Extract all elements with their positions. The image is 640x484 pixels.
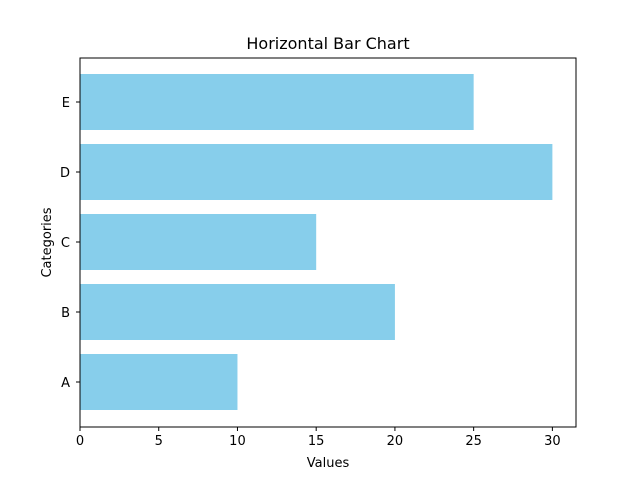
y-tick-label: D <box>60 166 70 181</box>
bar-B <box>80 284 395 340</box>
bars-layer <box>80 74 553 410</box>
bar-E <box>80 74 474 130</box>
bar-D <box>80 144 553 200</box>
y-axis-label: Categories <box>40 207 55 277</box>
bar-C <box>80 214 317 270</box>
x-tick-label: 25 <box>465 434 482 449</box>
chart-title: Horizontal Bar Chart <box>246 34 409 53</box>
x-tick-label: 0 <box>76 434 84 449</box>
y-tick-label: B <box>61 306 70 321</box>
y-tick-label: A <box>61 376 70 391</box>
x-tick-label: 10 <box>229 434 246 449</box>
y-tick-label: E <box>62 96 70 111</box>
y-tick-label: C <box>61 236 70 251</box>
x-tick-label: 15 <box>308 434 325 449</box>
x-axis-label: Values <box>307 456 350 471</box>
x-tick-label: 5 <box>155 434 163 449</box>
bar-A <box>80 354 238 410</box>
x-tick-label: 20 <box>387 434 404 449</box>
ticks-layer: 0 5 10 15 20 25 30 A B C D E <box>60 96 561 449</box>
plot-frame <box>79 57 577 428</box>
x-tick-label: 30 <box>544 434 561 449</box>
